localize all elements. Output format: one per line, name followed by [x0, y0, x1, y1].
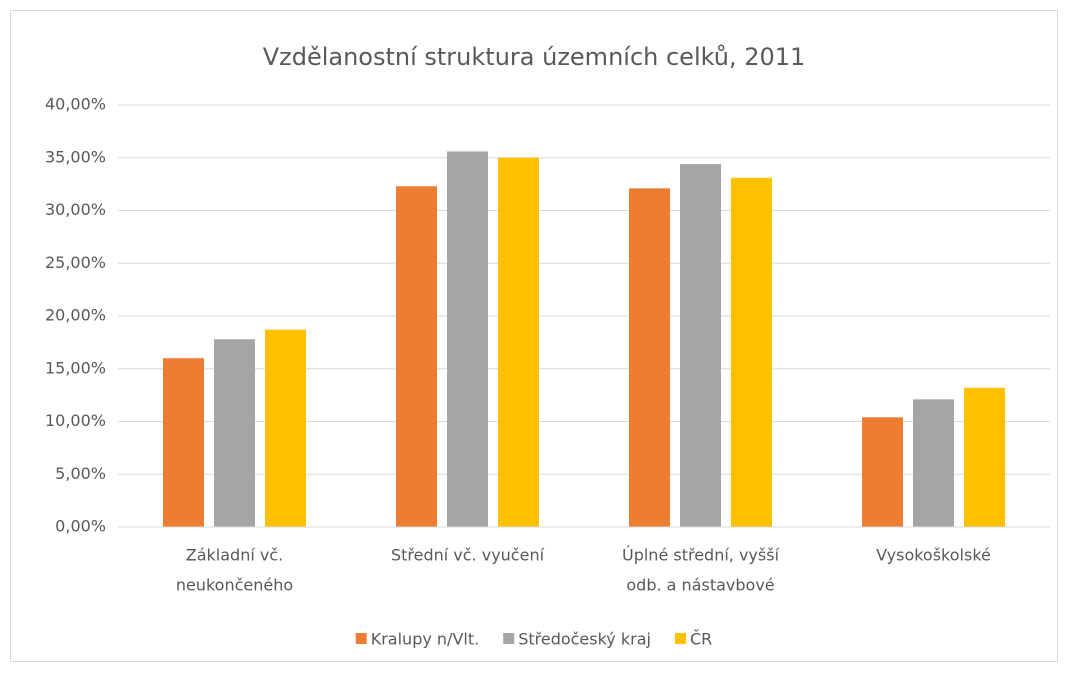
- bar: [913, 399, 954, 527]
- bar: [498, 157, 539, 527]
- legend-swatch: [674, 633, 686, 644]
- x-tick-label: Základní vč.: [186, 546, 283, 565]
- y-tick-label: 10,00%: [45, 411, 106, 430]
- bar: [163, 358, 204, 527]
- legend-label: ČR: [690, 630, 712, 649]
- legend-label: Středočeský kraj: [518, 630, 651, 649]
- y-tick-label: 25,00%: [45, 253, 106, 272]
- y-tick-label: 15,00%: [45, 358, 106, 377]
- x-tick-label: Střední vč. vyučení: [391, 546, 545, 565]
- y-tick-label: 5,00%: [55, 464, 106, 483]
- x-tick-label: Vysokoškolské: [876, 546, 991, 565]
- y-tick-label: 20,00%: [45, 306, 106, 325]
- x-tick-label: odb. a nástavbové: [626, 576, 774, 595]
- chart-title: Vzdělanostní struktura územních celků, 2…: [263, 43, 806, 71]
- bar: [680, 164, 721, 527]
- y-tick-label: 40,00%: [45, 95, 106, 114]
- bar: [447, 151, 488, 528]
- bar: [731, 177, 772, 528]
- y-tick-label: 35,00%: [45, 147, 106, 166]
- bar: [964, 387, 1005, 527]
- bar: [265, 329, 306, 527]
- bar: [396, 186, 437, 528]
- legend-label: Kralupy n/Vlt.: [371, 630, 479, 649]
- x-tick-label: Úplné střední, vyšší: [622, 546, 780, 565]
- legend-swatch: [503, 633, 515, 644]
- x-tick-label: neukončeného: [176, 576, 293, 595]
- bar: [862, 417, 903, 527]
- legend-swatch: [355, 633, 367, 644]
- y-tick-label: 0,00%: [55, 517, 106, 536]
- y-tick-label: 30,00%: [45, 200, 106, 219]
- bar: [629, 188, 670, 527]
- bar: [214, 339, 255, 527]
